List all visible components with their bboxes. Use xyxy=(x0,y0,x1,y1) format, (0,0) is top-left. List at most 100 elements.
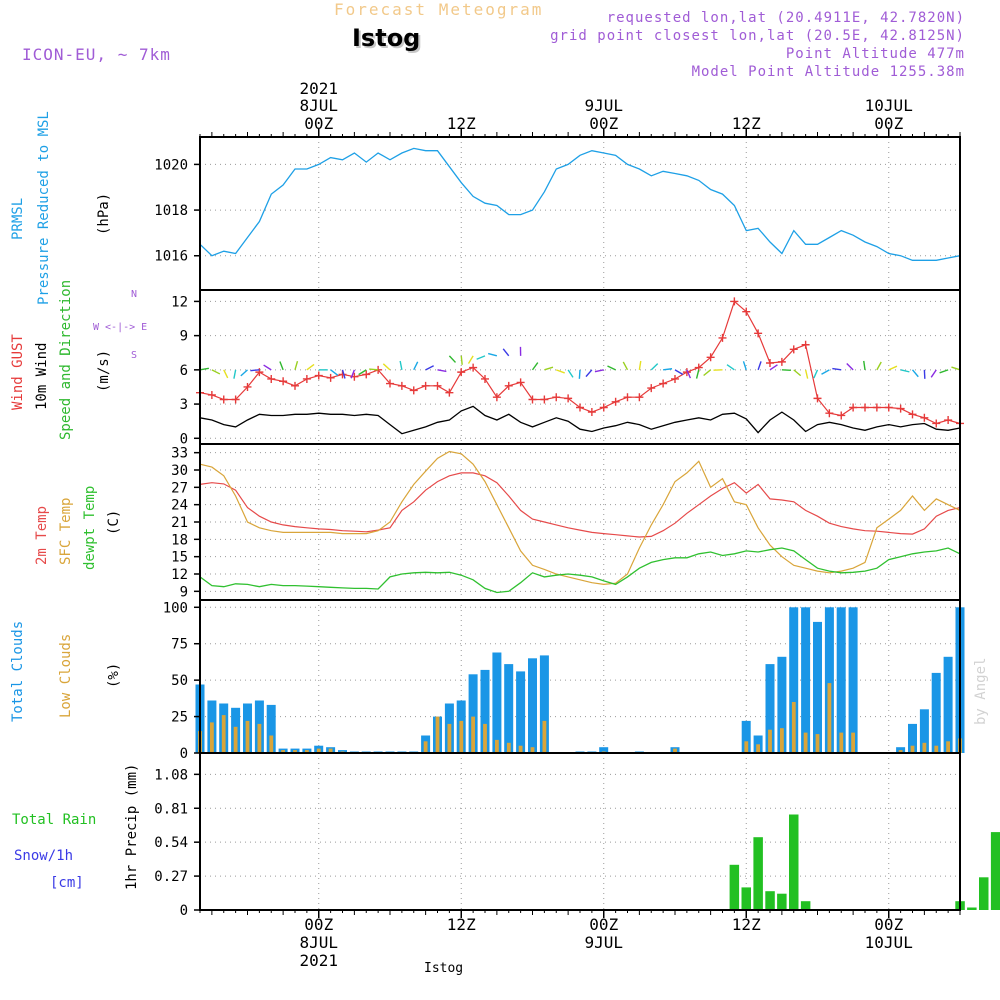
wind-direction-arrow xyxy=(211,369,221,375)
wind-direction-arrow xyxy=(531,362,539,371)
wind-gust-point xyxy=(207,390,216,399)
y-tick-label: 0 xyxy=(180,903,188,919)
bottom-day-label: 10JUL xyxy=(865,933,913,952)
y-tick-label: 9 xyxy=(180,329,188,345)
y-tick-label: 0 xyxy=(180,746,188,762)
wind-direction-arrow xyxy=(703,369,712,377)
wind-direction-arrow xyxy=(382,363,391,371)
wind-direction-arrow xyxy=(341,369,346,379)
wind-gust-point xyxy=(326,373,335,382)
wind-direction-arrow xyxy=(294,361,299,371)
y-tick-label: 0.81 xyxy=(154,801,188,817)
y-tick-label: 12 xyxy=(171,567,188,583)
y-tick-label: 15 xyxy=(171,550,188,566)
wind-gust-point xyxy=(540,395,549,404)
wind-direction-arrow xyxy=(567,369,574,378)
wind-gust-point xyxy=(397,381,406,390)
wind-gust-point xyxy=(516,378,525,387)
wind-direction-arrow xyxy=(695,369,700,379)
y-tick-label: 1018 xyxy=(154,203,188,219)
wind-direction-arrow xyxy=(460,355,463,365)
wind-direction-arrow xyxy=(832,367,842,371)
wind-direction-arrow xyxy=(233,369,237,379)
wind-direction-arrow xyxy=(350,369,356,379)
wind-gust-point xyxy=(611,397,620,406)
prmsl-line xyxy=(199,147,961,261)
wind-gust-point xyxy=(255,368,264,377)
total-clouds-bar xyxy=(789,607,799,753)
low-clouds-bar xyxy=(934,745,939,753)
pressure-label-prmsl: PRMSL xyxy=(10,198,26,240)
rain-bar xyxy=(741,887,751,910)
wind-gust-point xyxy=(706,353,715,362)
wind-direction-arrow xyxy=(594,369,604,373)
wind-gust-point xyxy=(825,409,834,418)
bottom-station-label: Istog xyxy=(424,961,463,976)
low-clouds-bar xyxy=(946,741,950,753)
bottom-hour-label: 00Z xyxy=(589,915,618,934)
wind-direction-arrow xyxy=(279,361,284,371)
wind-gust-point xyxy=(718,333,727,342)
wind-gust-point xyxy=(599,403,608,412)
wind-direction-arrow xyxy=(425,365,434,371)
total-clouds-bar xyxy=(741,720,751,753)
watermark: by Angel xyxy=(973,658,989,725)
y-tick-label: 0.54 xyxy=(154,835,188,851)
wind-direction-arrow xyxy=(769,364,778,371)
total-clouds-label: Total Clouds xyxy=(10,621,26,722)
wind-direction-arrow xyxy=(330,369,339,376)
y-tick-label: 9 xyxy=(180,584,188,600)
wind-gust-point xyxy=(433,381,442,390)
top-year-label: 2021 xyxy=(299,79,338,98)
total-clouds-bar xyxy=(777,656,787,753)
total-rain-label: Total Rain xyxy=(12,812,96,828)
panel-1-bg xyxy=(200,137,960,290)
wind-gust-point xyxy=(766,359,774,368)
compass-ew: W <-|-> E xyxy=(93,322,147,333)
meteogram-title: Forecast Meteogram xyxy=(334,0,544,19)
low-clouds-bar xyxy=(233,726,238,753)
low-clouds-bar xyxy=(506,742,511,753)
low-clouds-bar xyxy=(305,750,309,753)
requested-coords: requested lon,lat (20.4911E, 42.7820N) xyxy=(606,10,965,26)
y-tick-label: 24 xyxy=(171,498,188,514)
low-clouds-bar xyxy=(447,723,452,753)
wind-direction-arrow xyxy=(369,368,379,371)
wind-direction-arrow xyxy=(622,361,629,371)
wind-gust-point xyxy=(219,395,228,404)
panel-5-bg xyxy=(200,753,960,910)
wind-direction-arrow xyxy=(467,355,474,364)
snow-unit: [cm] xyxy=(50,875,84,891)
y-tick-label: 100 xyxy=(163,600,188,616)
wind-direction-arrow xyxy=(240,369,248,377)
wind-gust-point xyxy=(504,381,513,390)
wind-direction-arrow xyxy=(674,369,684,375)
wind-gust-point xyxy=(647,384,656,393)
wind-gust-point xyxy=(813,394,822,403)
total-clouds-bar xyxy=(813,621,822,753)
wind-direction-arrow xyxy=(607,365,616,371)
top-day-label: 9JUL xyxy=(584,96,623,115)
low-clouds-bar xyxy=(542,720,547,753)
wind-gust-point xyxy=(730,297,739,306)
wind-gust-point xyxy=(801,340,810,349)
wind-gust-point xyxy=(861,403,869,412)
wind-direction-arrow xyxy=(250,369,260,372)
bottom-hour-label: 12Z xyxy=(447,915,476,934)
low-clouds-bar xyxy=(245,720,250,753)
low-clouds-bar xyxy=(910,745,915,753)
low-clouds-bar xyxy=(756,744,760,753)
wind-gust-point xyxy=(920,413,929,422)
y-tick-label: 6 xyxy=(180,363,188,379)
clouds-unit: (%) xyxy=(106,663,122,688)
wind-gust-point xyxy=(457,368,466,377)
wind-gust-point xyxy=(872,403,881,412)
wind-gust-label: Wind GUST xyxy=(10,334,26,410)
low-clouds-bar xyxy=(423,741,428,753)
wind-gust-point xyxy=(932,419,941,428)
low-clouds-bar xyxy=(293,750,297,753)
wind-gust-point xyxy=(742,307,751,316)
wind-gust-point xyxy=(481,374,489,383)
pressure-unit: (hPa) xyxy=(96,193,112,235)
rain-bar xyxy=(753,837,763,910)
